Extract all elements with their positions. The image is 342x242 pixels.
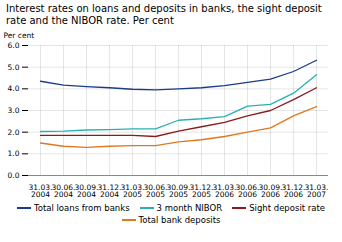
svg-text:3.0: 3.0 bbox=[8, 106, 20, 115]
html-text:Interest rates on loans and de: Interest rates on loans and deposits in … bbox=[6, 3, 322, 26]
html-text:Total loans from banks: Total loans from banks bbox=[33, 203, 130, 213]
svg-text:30.09.2005: 30.09.2005 bbox=[167, 183, 191, 200]
svg-text:2.0: 2.0 bbox=[8, 128, 20, 137]
svg-text:31.12.2006: 31.12.2006 bbox=[282, 183, 306, 200]
svg-text:Per cent: Per cent bbox=[4, 31, 35, 40]
svg-text:4.0: 4.0 bbox=[8, 84, 20, 93]
svg-text:31.03.2005: 31.03.2005 bbox=[121, 183, 145, 200]
svg-text:1.0: 1.0 bbox=[8, 149, 20, 158]
svg-text:31.03.2007: 31.03.2007 bbox=[305, 183, 329, 200]
html-text:3 month NIBOR: 3 month NIBOR bbox=[156, 203, 223, 213]
html-text:Total bank deposits: Total bank deposits bbox=[138, 215, 221, 225]
html-text:Sight deposit rate: Sight deposit rate bbox=[249, 203, 325, 213]
svg-text:31.03.2004: 31.03.2004 bbox=[29, 183, 53, 200]
svg-text:30.09.2004: 30.09.2004 bbox=[75, 183, 99, 200]
svg-text:31.03.2006: 31.03.2006 bbox=[213, 183, 237, 200]
svg-text:31.12.2005: 31.12.2005 bbox=[190, 183, 214, 200]
svg-text:5.0: 5.0 bbox=[8, 63, 20, 72]
svg-text:0.0: 0.0 bbox=[8, 171, 20, 180]
svg-text:30.06.2004: 30.06.2004 bbox=[52, 183, 76, 200]
svg-text:31.12.2004: 31.12.2004 bbox=[98, 183, 122, 200]
svg-text:30.06.2006: 30.06.2006 bbox=[236, 183, 260, 200]
svg-text:30.06.2005: 30.06.2005 bbox=[144, 183, 168, 200]
svg-text:6.0: 6.0 bbox=[8, 41, 20, 50]
svg-text:30.09.2006: 30.09.2006 bbox=[259, 183, 283, 200]
